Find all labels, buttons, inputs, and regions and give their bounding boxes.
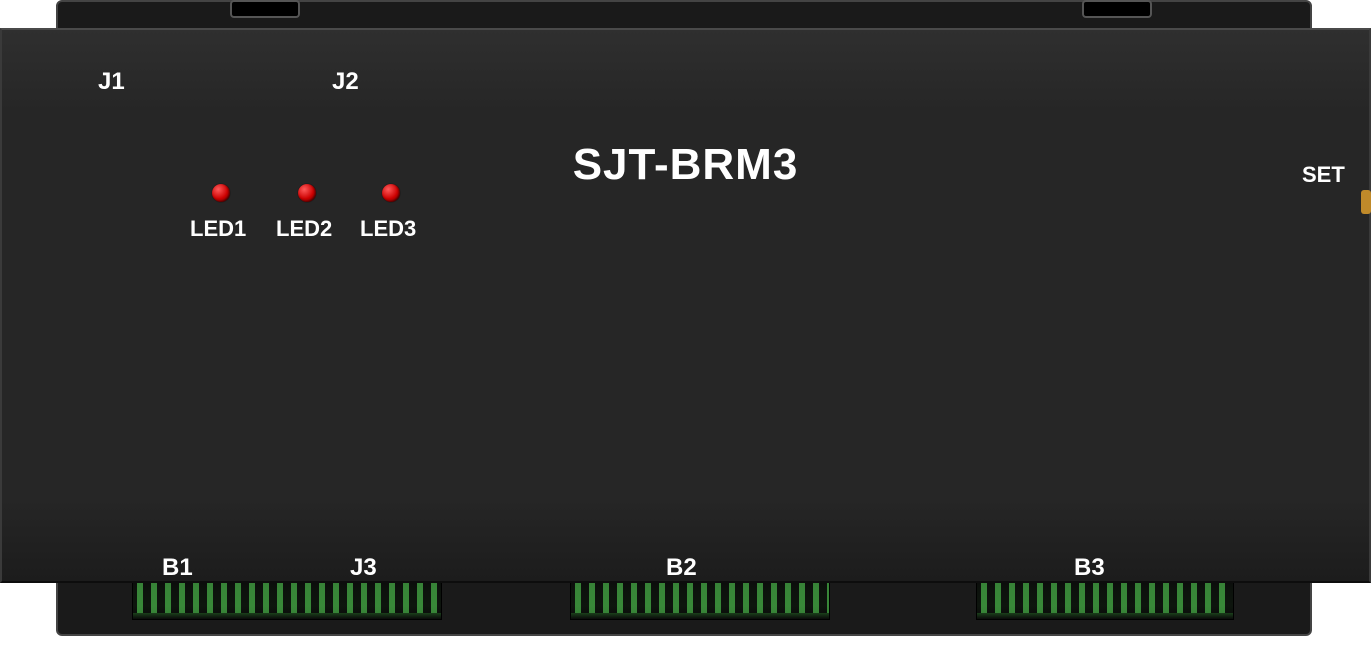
set-jack [1361, 190, 1371, 214]
mount-notch-top-2 [1082, 0, 1152, 18]
device-module: J1 J2 SJT-BRM3 SET LED1 LED2 LED3 B1 J3 … [0, 0, 1371, 654]
set-label: SET [1302, 162, 1345, 188]
port-label-b2: B2 [666, 554, 697, 582]
port-label-b3: B3 [1074, 554, 1105, 582]
port-label-j1: J1 [98, 68, 125, 96]
led3-label: LED3 [360, 216, 416, 242]
led2-indicator [298, 184, 316, 202]
port-label-j3: J3 [350, 554, 377, 582]
front-panel: J1 J2 SJT-BRM3 SET LED1 LED2 LED3 B1 J3 … [0, 28, 1371, 583]
led3-indicator [382, 184, 400, 202]
port-label-j2: J2 [332, 68, 359, 96]
led1-indicator [212, 184, 230, 202]
mount-notch-top-1 [230, 0, 300, 18]
model-number: SJT-BRM3 [573, 140, 799, 190]
port-label-b1: B1 [162, 554, 193, 582]
led2-label: LED2 [276, 216, 332, 242]
led1-label: LED1 [190, 216, 246, 242]
